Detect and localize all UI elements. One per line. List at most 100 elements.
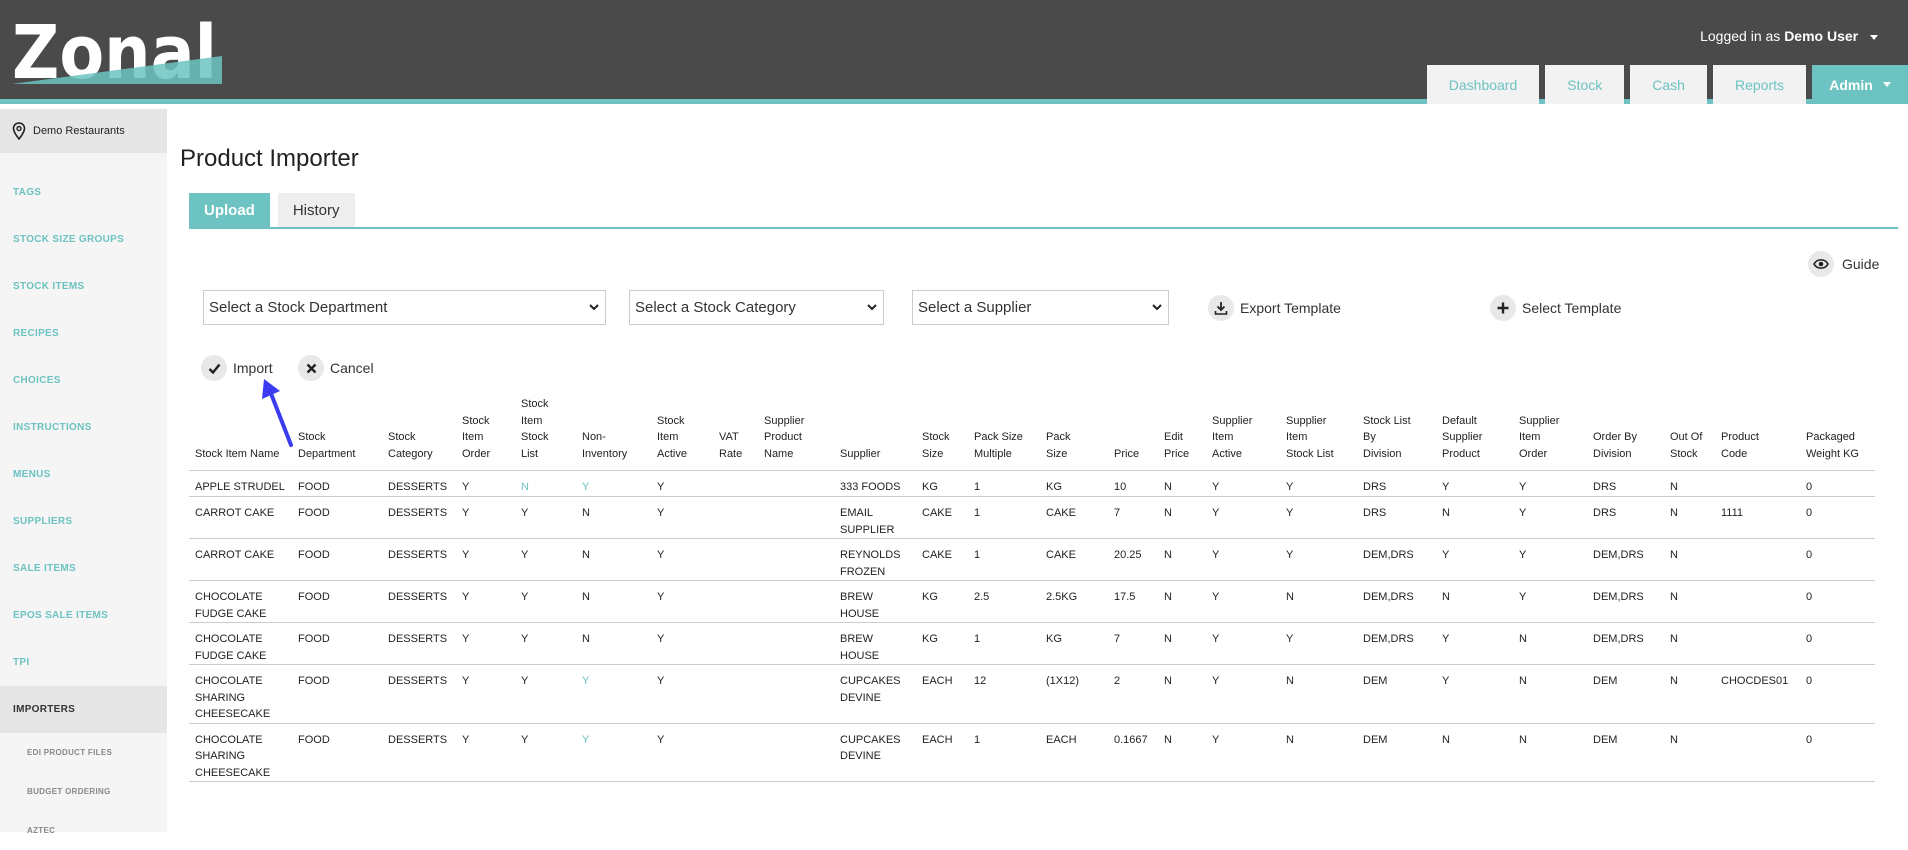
import-button[interactable]: Import [201,355,273,381]
table-cell: Y [1206,538,1280,581]
table-row[interactable]: CHOCOLATE FUDGE CAKE FOOD DESSERTS Y Y N Y BREW H… [189,580,1875,623]
tab-bar: Upload History [189,193,355,227]
nav-dashboard[interactable]: Dashboard [1426,65,1540,104]
sidebar-item-sale-items[interactable]: SALE ITEMS [13,563,77,574]
sidebar-item-tags[interactable]: TAGS [13,187,42,198]
eye-icon [1808,251,1834,277]
guide-button[interactable]: Guide [1808,251,1879,277]
sidebar-item-stock-size-groups[interactable]: STOCK SIZE GROUPS [13,234,125,245]
column-header[interactable]: Supplier Item Stock List [1280,396,1357,471]
column-header[interactable]: Non- Inventory [576,396,651,471]
column-header[interactable]: Order By Division [1587,396,1664,471]
table-cell-line: FOOD [298,481,330,493]
logged-in-user[interactable]: Logged in as Demo User [1700,28,1878,44]
chevron-down-icon [1152,304,1162,311]
column-header[interactable]: Product Code [1715,396,1800,471]
table-cell: N [1280,723,1357,782]
table-cell: Y [1436,470,1513,497]
column-header[interactable]: Stock Size [916,396,968,471]
table-row[interactable]: CHOCOLATE SHARING CHEESECAKE FOOD DESSERTS Y Y… [189,664,1875,724]
column-header[interactable]: Pack Size [1040,396,1108,471]
column-header[interactable]: Supplier Item Order [1513,396,1587,471]
table-cell-line: DEM [1363,733,1388,746]
export-template-button[interactable]: Export Template [1208,295,1341,321]
table-row[interactable]: CARROT CAKE FOOD DESSERTS Y Y N Y EMAIL SUPPLIER… [189,496,1875,539]
table-cell-line: 10 [1114,481,1127,493]
table-cell-line: N [1670,633,1678,645]
column-header[interactable]: Stock Item Active [651,396,713,471]
table-row[interactable]: CHOCOLATE SHARING CHEESECAKE FOOD DESSERTS Y Y… [189,723,1875,782]
supplier-select[interactable]: Select a Supplier [912,290,1169,325]
site-selector[interactable]: Demo Restaurants [0,109,167,153]
table-cell [758,664,834,724]
page-title: Product Importer [180,145,359,172]
column-header[interactable]: Default Supplier Product [1436,396,1513,471]
column-header[interactable]: Stock Item Order [456,396,515,471]
table-row[interactable]: APPLE STRUDEL FOOD DESSERTS Y N Y Y 333 FOODS KG… [189,470,1875,497]
sidebar-subitem-budget-ordering[interactable]: BUDGET ORDERING [27,787,111,796]
table-cell-line: DEM,DRS [1363,549,1414,561]
table-cell: 10 [1108,470,1158,497]
nav-reports[interactable]: Reports [1712,65,1806,104]
column-header[interactable]: Edit Price [1158,396,1206,471]
select-template-label: Select Template [1522,300,1622,316]
cancel-button[interactable]: Cancel [298,355,374,381]
table-cell: N [1513,664,1587,724]
column-header[interactable]: VAT Rate [713,396,758,471]
plus-icon [1490,295,1516,321]
table-cell-line: N [521,481,529,493]
nav-cash[interactable]: Cash [1630,65,1707,104]
sidebar-item-menus[interactable]: MENUS [13,469,51,480]
table-cell-line: N [1164,733,1172,746]
nav-stock[interactable]: Stock [1545,65,1625,104]
table-cell: Y [456,664,515,724]
table-cell: 1 [968,723,1040,782]
sidebar-item-tpi[interactable]: TPI [13,657,30,668]
column-header[interactable]: Supplier Item Active [1206,396,1280,471]
column-header[interactable]: Supplier Product Name [758,396,834,471]
sidebar-item-epos-sale-items[interactable]: EPOS SALE ITEMS [13,610,109,621]
table-cell-line: Y [1519,591,1527,603]
tab-history[interactable]: History [277,193,355,227]
sidebar-item-importers[interactable]: IMPORTERS [0,686,167,733]
column-header[interactable]: Stock Item Name [189,396,292,471]
table-cell-line: FOOD [298,733,330,746]
column-header[interactable]: Pack Size Multiple [968,396,1040,471]
column-header-line: Stock [298,431,326,443]
table-cell: 0 [1800,470,1875,497]
sidebar-item-stock-items[interactable]: STOCK ITEMS [13,281,85,292]
select-template-button[interactable]: Select Template [1490,295,1621,321]
table-cell: Y [651,496,713,539]
table-cell-line: Y [462,507,470,519]
table-cell-line: 2.5KG [1046,591,1078,603]
table-row[interactable]: CHOCOLATE FUDGE CAKE FOOD DESSERTS Y Y N Y BREW H… [189,622,1875,665]
column-header[interactable]: Stock Category [382,396,456,471]
column-header[interactable]: Stock Department [292,396,382,471]
column-header[interactable]: Packaged Weight KG [1800,396,1875,471]
table-cell [1715,723,1800,782]
column-header[interactable]: Price [1108,396,1158,471]
table-cell: Y [1206,496,1280,539]
column-header[interactable]: Stock List By Division [1357,396,1436,471]
table-cell-line: DESSERTS [388,633,448,645]
column-header-line: Item [1212,431,1234,443]
sidebar-item-instructions[interactable]: INSTRUCTIONS [13,422,92,433]
zonal-logo[interactable]: Zonal [12,18,222,84]
table-row[interactable]: CARROT CAKE FOOD DESSERTS Y Y N Y REYNOLDS FROZE… [189,538,1875,581]
stock-category-select[interactable]: Select a Stock Category [629,290,884,325]
column-header[interactable]: Supplier [834,396,916,471]
table-cell-line: REYNOLDS [840,549,901,561]
table-cell-line: CAKE [1046,507,1076,519]
sidebar-subitem-aztec[interactable]: AZTEC [27,826,56,835]
nav-admin[interactable]: Admin [1812,65,1908,104]
sidebar-item-recipes[interactable]: RECIPES [13,328,60,339]
sidebar-item-suppliers[interactable]: SUPPLIERS [13,516,73,527]
column-header[interactable]: Stock Item Stock List [515,396,576,471]
table-cell: Y [651,622,713,665]
column-header[interactable]: Out Of Stock [1664,396,1715,471]
sidebar-item-choices[interactable]: CHOICES [13,375,61,386]
table-cell-line: Y [1212,633,1220,645]
stock-department-select[interactable]: Select a Stock Department [203,290,606,325]
tab-upload[interactable]: Upload [189,193,270,227]
sidebar-subitem-edi-product-files[interactable]: EDI PRODUCT FILES [27,748,113,757]
